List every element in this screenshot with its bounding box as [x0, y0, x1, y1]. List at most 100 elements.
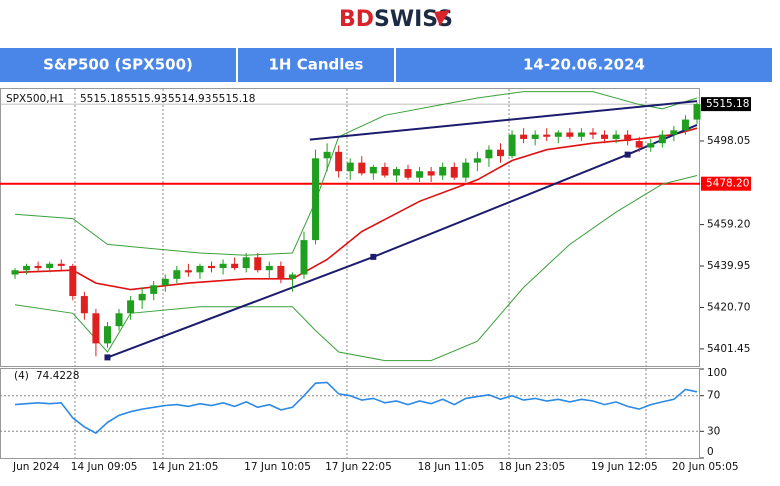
candle-body [138, 293, 146, 301]
info-open: 5515.18 [80, 93, 123, 105]
y-tick-label: 5439.95 [707, 260, 750, 272]
candle-body [670, 130, 678, 135]
candle-body [80, 296, 88, 314]
info-close: 5515.18 [212, 93, 255, 105]
level-tag [701, 176, 751, 191]
candle-body [658, 134, 666, 144]
candle-body [196, 265, 204, 273]
candle-body [635, 141, 643, 148]
candle-body [161, 278, 169, 286]
candle-body [57, 263, 65, 266]
candle-body [531, 134, 539, 139]
y-tick-label: 5420.70 [707, 301, 750, 313]
logo-bd: BD [339, 7, 374, 32]
candle-body [277, 265, 285, 279]
info-low: 5514.93 [168, 93, 211, 105]
symbol: SPX500,H1 [6, 93, 64, 105]
candle-body [34, 265, 42, 269]
candle-body [566, 132, 574, 137]
candle-body [681, 119, 689, 131]
x-tick-label: 14 Jun 21:05 [152, 461, 219, 473]
candle-body [624, 134, 632, 142]
candle-body [496, 149, 504, 157]
candle-body [520, 134, 528, 139]
candle-body [346, 162, 354, 172]
candle-body [404, 169, 412, 178]
logo-arrow [434, 10, 450, 26]
candle-body [439, 166, 447, 176]
candle-body [69, 265, 77, 297]
y-tick-label: 5459.20 [707, 219, 750, 231]
y-tick-label: 100 [707, 367, 727, 379]
rsi-label: (4) [14, 370, 29, 382]
indicator-line [107, 123, 698, 359]
candle-body [219, 263, 227, 269]
x-tick-label: 17 Jun 22:05 [325, 461, 392, 473]
candle-body [612, 134, 620, 139]
y-tick-label: 0 [707, 446, 714, 458]
x-tick-label: Jun 2024 [12, 461, 60, 473]
header-cell: 1H Candles [268, 56, 363, 74]
price-panel [0, 88, 700, 367]
candle-body [358, 162, 366, 174]
x-tick-label: 14 Jun 09:05 [71, 461, 138, 473]
trend-marker [104, 354, 111, 361]
price-label: 5515.18 [706, 98, 749, 110]
header-cell: 14-20.06.2024 [523, 56, 645, 74]
rsi-panel [0, 368, 700, 459]
candle-body [381, 166, 389, 176]
candle-body [543, 134, 551, 137]
candle-body [601, 134, 609, 139]
candle-body [416, 171, 424, 178]
x-tick-label: 18 Jun 11:05 [418, 461, 485, 473]
candle-body [231, 263, 239, 269]
x-tick-label: 19 Jun 12:05 [591, 461, 658, 473]
candle-body [485, 149, 493, 159]
candle-body [288, 274, 296, 279]
candle-body [127, 300, 135, 314]
candle-body [46, 263, 54, 269]
candle-body [103, 326, 111, 344]
candle-body [554, 132, 562, 137]
candle-body [473, 158, 481, 163]
candle-body [323, 151, 331, 159]
indicator-line [14, 91, 698, 256]
candle-body [23, 265, 31, 271]
separators [74, 89, 647, 458]
rsi-line [14, 381, 698, 435]
candle-body [115, 313, 123, 327]
candle-body [589, 132, 597, 135]
candle-body [173, 270, 181, 279]
indicator-line [14, 175, 698, 362]
candle-body [265, 265, 273, 271]
level-label: 5478.20 [706, 178, 749, 190]
candle-body [242, 257, 250, 269]
candle-body [208, 265, 216, 269]
y-tick-label: 30 [707, 425, 720, 437]
header-cell: S&P500 (SPX500) [43, 56, 193, 74]
candle-body [427, 171, 435, 176]
candle-body [150, 285, 158, 294]
y-tick-label: 5401.45 [707, 343, 750, 355]
y-tick-label: 5498.05 [707, 135, 750, 147]
candle-body [312, 158, 320, 241]
candle-body [508, 134, 516, 157]
candle-body [392, 169, 400, 176]
candle-body [11, 270, 19, 275]
candle-body [577, 132, 585, 137]
candle-body [92, 313, 100, 344]
trend-marker [370, 253, 377, 260]
header-band [0, 48, 772, 82]
candle-body [450, 166, 458, 178]
indicator-line [14, 127, 698, 291]
price-tag [701, 97, 751, 112]
candle-body [335, 151, 343, 172]
candle-body [254, 257, 262, 271]
candle-body [693, 104, 701, 120]
x-tick-label: 20 Jun 05:05 [672, 461, 739, 473]
trend-marker [624, 151, 631, 158]
info-high: 5515.93 [124, 93, 167, 105]
candle-body [462, 162, 470, 178]
x-tick-label: 18 Jun 23:05 [498, 461, 565, 473]
